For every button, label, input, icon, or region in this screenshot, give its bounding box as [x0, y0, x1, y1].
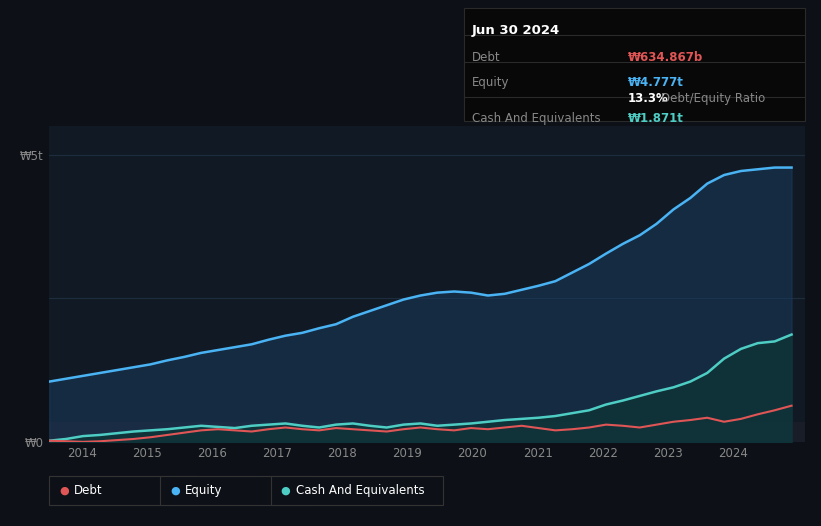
Text: Debt: Debt [472, 51, 501, 64]
Text: Cash And Equivalents: Cash And Equivalents [296, 484, 424, 497]
Text: ₩4.777t: ₩4.777t [628, 76, 684, 89]
Text: Jun 30 2024: Jun 30 2024 [472, 24, 560, 37]
Text: ●: ● [281, 485, 291, 495]
Text: Cash And Equivalents: Cash And Equivalents [472, 112, 601, 125]
Text: ₩1.871t: ₩1.871t [628, 112, 684, 125]
Text: Debt: Debt [74, 484, 103, 497]
Text: 13.3%: 13.3% [628, 92, 669, 105]
Text: Equity: Equity [185, 484, 222, 497]
Text: ●: ● [170, 485, 180, 495]
Bar [49, 422, 805, 442]
Text: Equity: Equity [472, 76, 510, 89]
Text: ●: ● [59, 485, 69, 495]
Text: Debt/Equity Ratio: Debt/Equity Ratio [661, 92, 765, 105]
Text: ₩634.867b: ₩634.867b [628, 51, 704, 64]
